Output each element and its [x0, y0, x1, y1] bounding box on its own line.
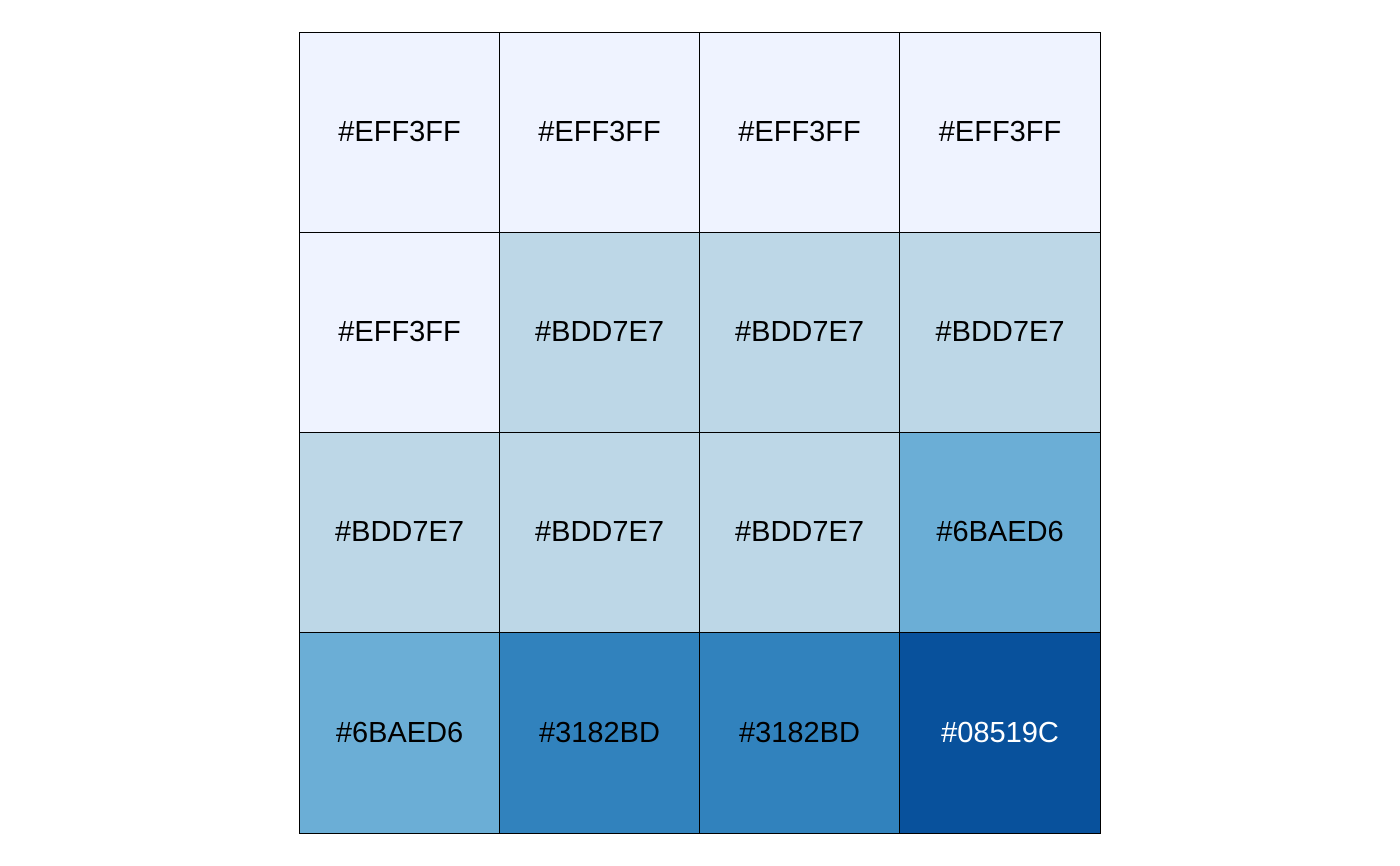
- swatch-cell: #3182BD: [700, 633, 900, 833]
- swatch-label: #EFF3FF: [338, 116, 461, 148]
- swatch-cell: #BDD7E7: [500, 433, 700, 633]
- swatch-cell: #EFF3FF: [700, 33, 900, 233]
- swatch-cell: #EFF3FF: [900, 33, 1100, 233]
- swatch-label: #BDD7E7: [535, 516, 664, 548]
- swatch-cell: #3182BD: [500, 633, 700, 833]
- color-swatch-grid: #EFF3FF #EFF3FF #EFF3FF #EFF3FF #EFF3FF #BDD7…: [299, 32, 1101, 834]
- swatch-cell: #EFF3FF: [300, 233, 500, 433]
- swatch-cell: #6BAED6: [300, 633, 500, 833]
- swatch-cell: #08519C: [900, 633, 1100, 833]
- swatch-label: #BDD7E7: [735, 316, 864, 348]
- swatch-label: #3182BD: [739, 716, 860, 749]
- swatch-cell: #EFF3FF: [300, 33, 500, 233]
- swatch-label: #BDD7E7: [335, 516, 464, 548]
- swatch-label: #6BAED6: [335, 716, 464, 749]
- swatch-cell: #6BAED6: [900, 433, 1100, 633]
- swatch-cell: #EFF3FF: [500, 33, 700, 233]
- swatch-label: #BDD7E7: [735, 516, 864, 548]
- swatch-label: #EFF3FF: [338, 316, 461, 348]
- swatch-cell: #BDD7E7: [700, 233, 900, 433]
- swatch-label: #BDD7E7: [535, 316, 664, 348]
- swatch-cell: #BDD7E7: [500, 233, 700, 433]
- swatch-label: #EFF3FF: [538, 116, 661, 148]
- swatch-label: #08519C: [941, 716, 1059, 749]
- swatch-label: #EFF3FF: [938, 116, 1062, 148]
- swatch-cell: #BDD7E7: [700, 433, 900, 633]
- swatch-cell: #BDD7E7: [900, 233, 1100, 433]
- swatch-label: #3182BD: [539, 716, 660, 749]
- swatch-label: #EFF3FF: [738, 116, 861, 148]
- swatch-label: #6BAED6: [936, 516, 1064, 548]
- swatch-label: #BDD7E7: [935, 316, 1065, 348]
- swatch-cell: #BDD7E7: [300, 433, 500, 633]
